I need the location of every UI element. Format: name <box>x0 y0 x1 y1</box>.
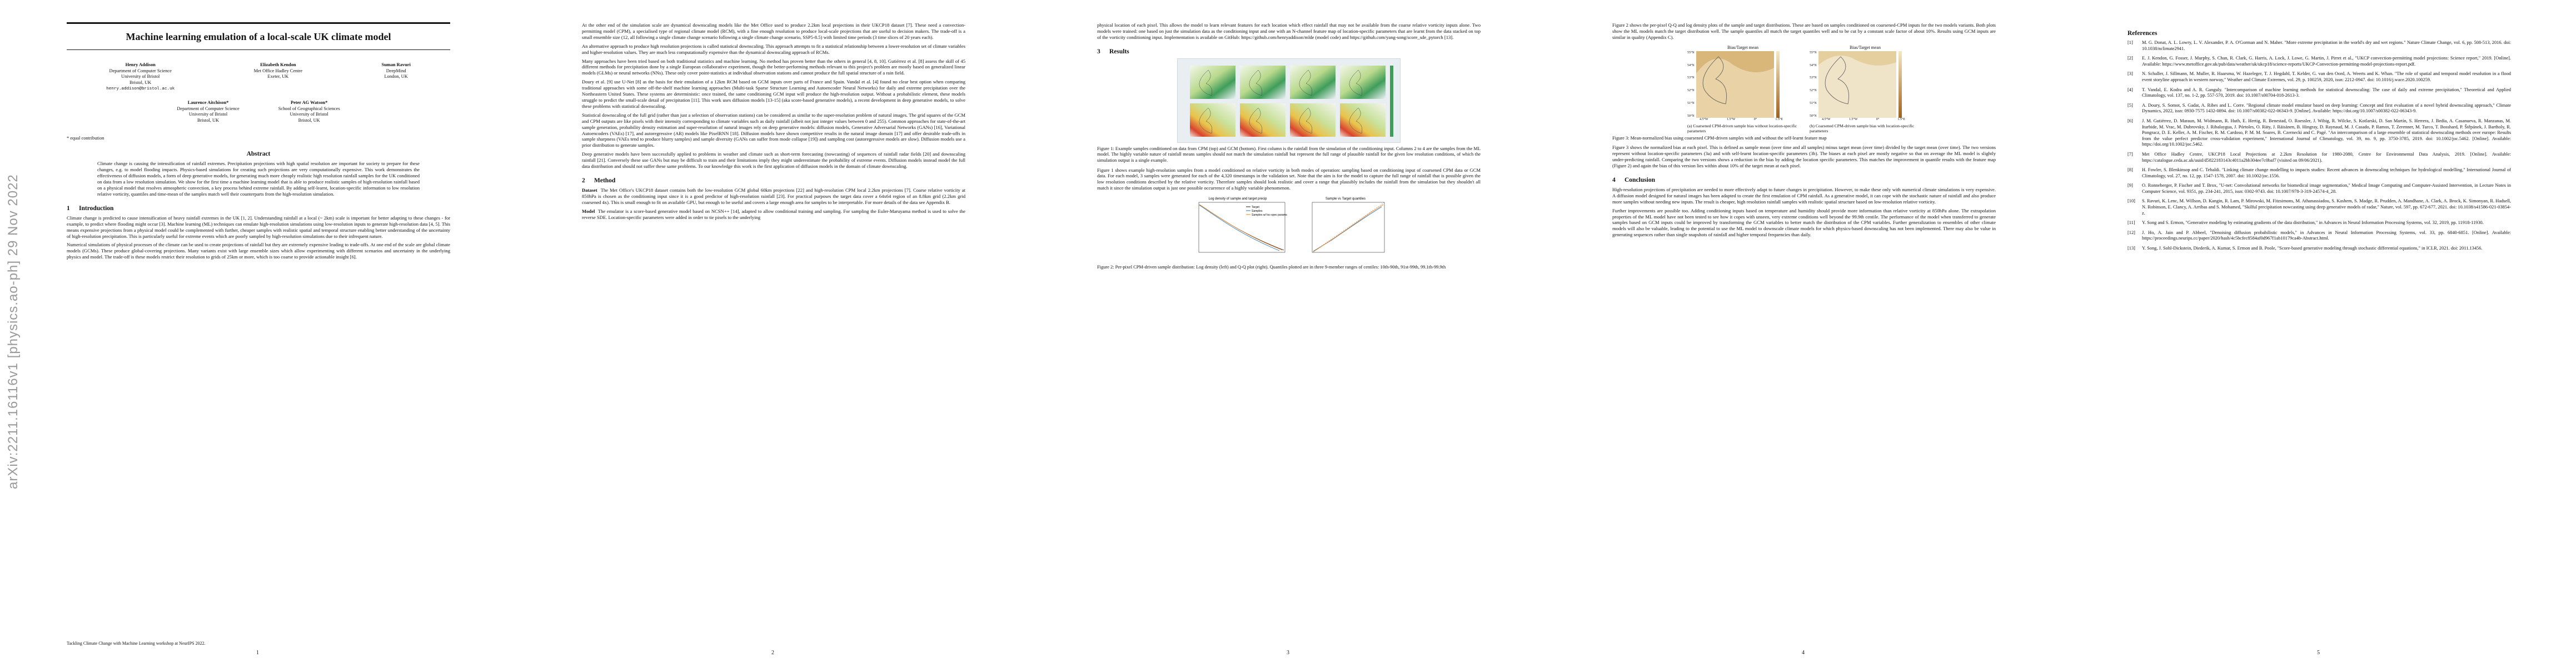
page-4: Figure 2 shows the per-pixel Q-Q and log… <box>1546 0 2061 667</box>
paragraph: High-resolution projections of precipita… <box>1612 186 1996 205</box>
figure-2: Log density of sample and target precip … <box>1097 195 1481 262</box>
reference-list: [1] M. G. Donat, A. L. Lowry, L. V. Alexa… <box>2127 40 2511 252</box>
equal-contribution-note: * equal contribution <box>67 136 104 141</box>
page-number: 2 <box>771 650 774 656</box>
reference-item: [4] T. Vandal, E. Kodra and A. R. Ganguly… <box>2127 87 2511 98</box>
legend-samples-locspec: Samples w/ loc-spec params <box>1252 213 1287 217</box>
paragraph: Numerical simulations of physical proces… <box>67 242 450 260</box>
reference-item: [7] Met Office Hadley Centre, UKCP18 Loca… <box>2127 151 2511 163</box>
coastline-outlines <box>1199 69 1363 134</box>
reference-item: [6] J. M. Gutiérrez, D. Maraun, M. Widman… <box>2127 118 2511 147</box>
author-block: Peter AG Watson* School of Geographical … <box>278 99 340 123</box>
abstract-heading: Abstract <box>246 151 271 158</box>
reference-item: [13] Y. Song, J. Sohl-Dickstein, Diederik… <box>2127 246 2483 251</box>
section-heading: 1 Introduction <box>67 205 114 212</box>
reference-item: [10] S. Ravuri, K. Lenc, M. Willson, D. K… <box>2127 198 2511 216</box>
author-block: Laurence Aitchison* Department of Comput… <box>177 99 240 123</box>
paragraph: Dataset The Met Office's UKCP18 dataset … <box>582 187 965 205</box>
lon-ticks: 4.5°W 1.5°W 0° 1.5°E <box>1700 117 1783 121</box>
figure-3b: Bias/Target mean 55°N 54°N 53°N 52°N 51°N 50°… <box>1810 45 1921 133</box>
colorbar <box>1390 65 1393 137</box>
fig2-right-title: Sample vs Target quantiles <box>1326 197 1366 201</box>
target-density-line <box>1199 204 1284 251</box>
fig2-left-title: Log density of sample and target precip <box>1208 197 1267 201</box>
footer-note: Tackling Climate Change with Machine Lea… <box>67 641 206 646</box>
figure-1-rainfall-samples <box>1177 58 1401 143</box>
paragraph: Climate change is predicted to cause int… <box>67 215 450 239</box>
lon-ticks: 4.5°W 1.5°W 0° 1.5°E <box>1822 117 1905 121</box>
reference-item: [2] E. J. Kendon, G. Fosser, J. Murphy, S… <box>2127 56 2511 67</box>
reference-item: [1] M. G. Donat, A. L. Lowry, L. V. Alexa… <box>2127 40 2511 51</box>
figure-1-grid <box>1190 65 1386 137</box>
figure-3a: Bias/Target mean 55°N 54°N 53°N 52°N 51°N 50°… <box>1687 45 1798 133</box>
fig3b-title: Bias/Target mean <box>1850 44 1881 50</box>
samples-density-line <box>1199 205 1280 251</box>
section-heading: 2 Method <box>582 177 616 184</box>
page-number: 5 <box>2317 650 2320 656</box>
paragraph: physical location of each pixel. This al… <box>1097 22 1481 40</box>
section-heading: 3 Results <box>1097 48 1129 55</box>
title-rule-bottom <box>67 49 450 50</box>
page-2: At the other end of the simulation scale… <box>515 0 1030 667</box>
bias-map-with-locspec <box>1818 51 1896 118</box>
figure-2-caption: Figure 2: Per-pixel CPM-driven sample di… <box>1097 265 1446 270</box>
reference-item: [3] N. Schaller, J. Sillmann, M. Muller, … <box>2127 71 2511 82</box>
bias-map-without-locspec <box>1696 51 1774 118</box>
author-block: Suman Ravuri DeepMind London, UK <box>381 62 411 79</box>
paragraph: Many approaches have been tried based on… <box>582 58 965 76</box>
paragraph: Figure 3 shows the normalized bias at ea… <box>1612 145 1996 169</box>
plot-frame <box>1198 202 1285 253</box>
lat-ticks: 55°N 54°N 53°N 52°N 51°N 50°N <box>1810 51 1817 118</box>
author-email[interactable]: henry.addison@bristol.ac.uk <box>106 87 175 92</box>
references-heading: References <box>2127 30 2158 37</box>
colorbar <box>1898 51 1902 118</box>
samples-locspec-density-line <box>1199 204 1283 251</box>
reference-item: [12] J. Ho, A. Jain and P. Abbeel, "Denoi… <box>2127 230 2511 241</box>
page-3: physical location of each pixel. This al… <box>1030 0 1546 667</box>
plot-frame <box>1312 202 1385 253</box>
paragraph: Model The emulator is a score-based gene… <box>582 208 965 220</box>
paragraph: Figure 1 shows example high-resolution s… <box>1097 167 1481 191</box>
paragraph: Statistical downscaling of the full grid… <box>582 112 965 148</box>
title-rule-top <box>67 22 450 24</box>
page-number: 1 <box>256 650 259 656</box>
lat-ticks: 55°N 54°N 53°N 52°N 51°N 50°N <box>1687 51 1695 118</box>
paragraph: Figure 2 shows the per-pixel Q-Q and log… <box>1612 22 1996 40</box>
page-1: arXiv:2211.16116v1 [physics.ao-ph] 29 No… <box>0 0 515 667</box>
figure-2-log-density-plot: Log density of sample and target precip … <box>1185 195 1291 262</box>
legend-samples: Samples <box>1252 210 1263 213</box>
qq-locspec-line <box>1313 204 1384 252</box>
reference-item: [8] H. Fowler, S. Blenkinsop and C. Tebal… <box>2127 167 2511 178</box>
ideal-line <box>1312 202 1385 253</box>
paragraph: At the other end of the simulation scale… <box>582 22 965 40</box>
arxiv-stamp: arXiv:2211.16116v1 [physics.ao-ph] 29 No… <box>6 174 21 489</box>
paragraph: Further improvements are possible too. A… <box>1612 207 1996 238</box>
paragraph: Doury et al. [9] use U-Net [8] as the ba… <box>582 79 965 109</box>
figure-2-qq-plot: Sample vs Target quantiles <box>1298 195 1393 262</box>
author-block: Elizabeth Kendon Met Office Hadley Centr… <box>253 62 303 79</box>
fig3a-title: Bias/Target mean <box>1727 44 1758 50</box>
paragraph: An alternative approach to produce high … <box>582 43 965 55</box>
section-heading: 4 Conclusion <box>1612 176 1655 183</box>
colorbar <box>1776 51 1780 118</box>
authors-row-2: Laurence Aitchison* Department of Comput… <box>67 100 450 123</box>
authors-row-1: Henry Addison Department of Computer Sci… <box>67 62 450 92</box>
figure-3-caption: Figure 3: Mean-normalized bias using coa… <box>1612 135 1827 141</box>
figure-1-caption: Figure 1: Example samples conditioned on… <box>1097 146 1481 163</box>
paper-title: Machine learning emulation of a local-sc… <box>126 31 391 42</box>
author-block: Henry Addison Department of Computer Sci… <box>106 62 175 92</box>
fig3a-subcaption: (a) Coarsened CPM-driven sample bias wit… <box>1687 123 1797 133</box>
page-number: 4 <box>1802 650 1805 656</box>
reference-item: [11] Y. Song and S. Ermon, "Generative mo… <box>2127 220 2484 226</box>
page-5: References [1] M. G. Donat, A. L. Lowry, … <box>2061 0 2576 667</box>
reference-item: [5] A. Doury, S. Somot, S. Gadat, A. Ribe… <box>2127 102 2511 114</box>
legend-target: Target <box>1252 206 1260 209</box>
reference-item: [9] O. Ronneberger, P. Fischer and T. Bro… <box>2127 183 2511 194</box>
page-number: 3 <box>1287 650 1289 656</box>
fig3b-subcaption: (b) Coarsened CPM-driven sample bias wit… <box>1810 123 1915 133</box>
figure-3: Bias/Target mean 55°N 54°N 53°N 52°N 51°N 50°… <box>1612 45 1996 133</box>
paragraph: Deep generative models have been success… <box>582 151 965 170</box>
abstract-text: Climate change is causing the intensific… <box>97 161 420 197</box>
